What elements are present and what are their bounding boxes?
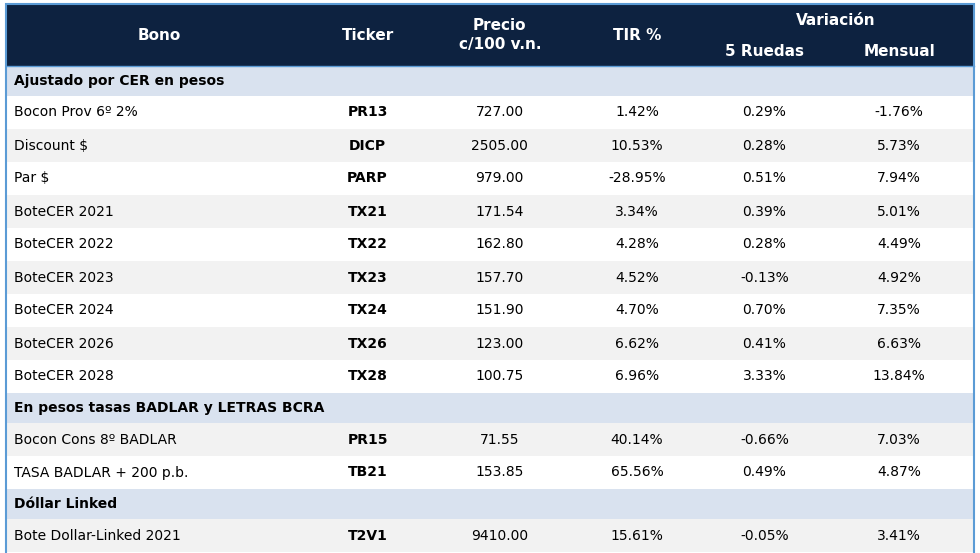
Text: 4.70%: 4.70% xyxy=(615,304,659,317)
Text: 3.41%: 3.41% xyxy=(877,529,921,542)
Text: TB21: TB21 xyxy=(348,466,387,479)
Text: T2V1: T2V1 xyxy=(348,529,387,542)
Text: 162.80: 162.80 xyxy=(475,237,524,252)
Text: Ticker: Ticker xyxy=(341,28,394,43)
Text: Dóllar Linked: Dóllar Linked xyxy=(14,497,117,511)
Text: -0.13%: -0.13% xyxy=(740,270,789,284)
Text: 7.35%: 7.35% xyxy=(877,304,921,317)
Text: BoteCER 2028: BoteCER 2028 xyxy=(14,369,114,383)
Bar xyxy=(6,552,974,553)
Text: BoteCER 2021: BoteCER 2021 xyxy=(14,205,114,218)
Text: 100.75: 100.75 xyxy=(475,369,524,383)
Bar xyxy=(6,393,974,423)
Text: 9410.00: 9410.00 xyxy=(471,529,528,542)
Bar xyxy=(6,489,974,519)
Bar xyxy=(6,4,974,66)
Text: En pesos tasas BADLAR y LETRAS BCRA: En pesos tasas BADLAR y LETRAS BCRA xyxy=(14,401,324,415)
Text: PARP: PARP xyxy=(347,171,388,185)
Bar xyxy=(6,456,974,489)
Text: Variación: Variación xyxy=(796,13,875,28)
Text: TX28: TX28 xyxy=(348,369,387,383)
Bar xyxy=(6,195,974,228)
Text: 0.39%: 0.39% xyxy=(743,205,786,218)
Bar xyxy=(6,162,974,195)
Text: 3.33%: 3.33% xyxy=(743,369,786,383)
Text: BoteCER 2022: BoteCER 2022 xyxy=(14,237,114,252)
Bar xyxy=(6,129,974,162)
Text: 153.85: 153.85 xyxy=(475,466,524,479)
Text: 5.73%: 5.73% xyxy=(877,138,921,153)
Text: Ajustado por CER en pesos: Ajustado por CER en pesos xyxy=(14,74,224,88)
Text: 0.41%: 0.41% xyxy=(743,336,786,351)
Text: 7.94%: 7.94% xyxy=(877,171,921,185)
Text: TX21: TX21 xyxy=(348,205,387,218)
Text: 979.00: 979.00 xyxy=(475,171,524,185)
Text: 2505.00: 2505.00 xyxy=(471,138,528,153)
Text: Bocon Cons 8º BADLAR: Bocon Cons 8º BADLAR xyxy=(14,432,176,446)
Bar xyxy=(6,228,974,261)
Text: 1.42%: 1.42% xyxy=(615,106,659,119)
Text: DICP: DICP xyxy=(349,138,386,153)
Text: PR15: PR15 xyxy=(347,432,388,446)
Text: 15.61%: 15.61% xyxy=(611,529,663,542)
Text: 171.54: 171.54 xyxy=(475,205,524,218)
Text: 7.03%: 7.03% xyxy=(877,432,921,446)
Text: 10.53%: 10.53% xyxy=(611,138,663,153)
Text: Bocon Prov 6º 2%: Bocon Prov 6º 2% xyxy=(14,106,137,119)
Text: BoteCER 2023: BoteCER 2023 xyxy=(14,270,114,284)
Text: 65.56%: 65.56% xyxy=(611,466,663,479)
Text: BoteCER 2024: BoteCER 2024 xyxy=(14,304,114,317)
Text: Precio
c/100 v.n.: Precio c/100 v.n. xyxy=(459,18,541,52)
Text: 0.51%: 0.51% xyxy=(743,171,786,185)
Bar xyxy=(6,360,974,393)
Text: TASA BADLAR + 200 p.b.: TASA BADLAR + 200 p.b. xyxy=(14,466,188,479)
Text: -0.66%: -0.66% xyxy=(740,432,789,446)
Text: Bono: Bono xyxy=(137,28,181,43)
Text: TIR %: TIR % xyxy=(612,28,662,43)
Text: -1.76%: -1.76% xyxy=(875,106,923,119)
Text: TX22: TX22 xyxy=(348,237,387,252)
Bar xyxy=(6,96,974,129)
Text: 0.29%: 0.29% xyxy=(743,106,786,119)
Text: 13.84%: 13.84% xyxy=(873,369,925,383)
Text: 0.28%: 0.28% xyxy=(743,237,786,252)
Bar xyxy=(6,294,974,327)
Text: 0.49%: 0.49% xyxy=(743,466,786,479)
Text: TX23: TX23 xyxy=(348,270,387,284)
Text: 5 Ruedas: 5 Ruedas xyxy=(725,44,804,59)
Text: 4.52%: 4.52% xyxy=(615,270,659,284)
Text: 4.28%: 4.28% xyxy=(615,237,659,252)
Text: 151.90: 151.90 xyxy=(475,304,524,317)
Text: -0.05%: -0.05% xyxy=(740,529,789,542)
Bar xyxy=(6,519,974,552)
Text: 4.87%: 4.87% xyxy=(877,466,921,479)
Bar xyxy=(6,66,974,96)
Text: -28.95%: -28.95% xyxy=(609,171,665,185)
Text: 5.01%: 5.01% xyxy=(877,205,921,218)
Text: 727.00: 727.00 xyxy=(475,106,524,119)
Text: 123.00: 123.00 xyxy=(475,336,524,351)
Text: 0.28%: 0.28% xyxy=(743,138,786,153)
Text: TX26: TX26 xyxy=(348,336,387,351)
Text: 40.14%: 40.14% xyxy=(611,432,663,446)
Text: 0.70%: 0.70% xyxy=(743,304,786,317)
Text: Discount $: Discount $ xyxy=(14,138,88,153)
Text: Par $: Par $ xyxy=(14,171,49,185)
Text: Mensual: Mensual xyxy=(863,44,935,59)
Text: 6.96%: 6.96% xyxy=(614,369,660,383)
Bar xyxy=(6,423,974,456)
Bar xyxy=(6,261,974,294)
Text: 6.63%: 6.63% xyxy=(877,336,921,351)
Text: 3.34%: 3.34% xyxy=(615,205,659,218)
Text: PR13: PR13 xyxy=(347,106,388,119)
Text: 4.92%: 4.92% xyxy=(877,270,921,284)
Text: 6.62%: 6.62% xyxy=(615,336,659,351)
Text: 4.49%: 4.49% xyxy=(877,237,921,252)
Bar xyxy=(6,327,974,360)
Text: BoteCER 2026: BoteCER 2026 xyxy=(14,336,114,351)
Text: TX24: TX24 xyxy=(348,304,387,317)
Text: 157.70: 157.70 xyxy=(475,270,524,284)
Text: Bote Dollar-Linked 2021: Bote Dollar-Linked 2021 xyxy=(14,529,180,542)
Text: 71.55: 71.55 xyxy=(480,432,519,446)
